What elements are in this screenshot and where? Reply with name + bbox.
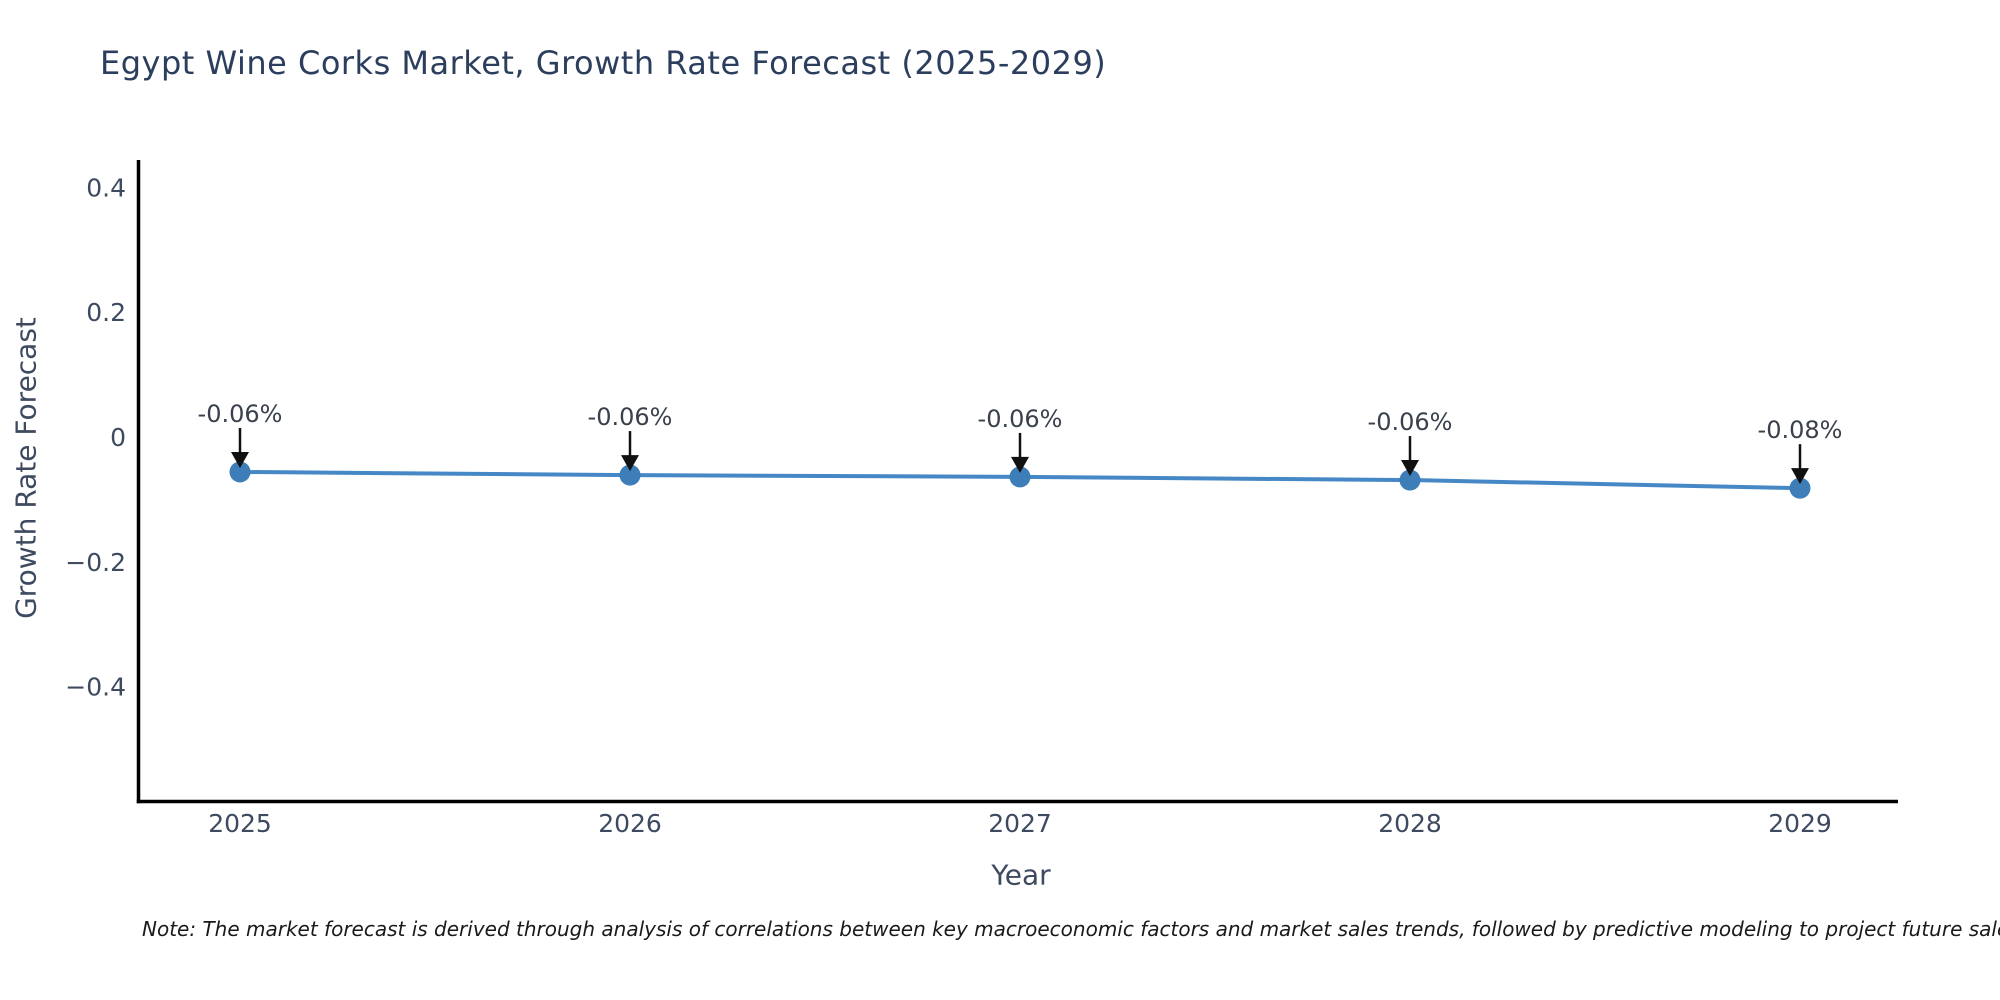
x-tick-label: 2029 (1768, 809, 1832, 838)
annotation-arrow-head (1401, 460, 1419, 477)
x-tick-label: 2027 (988, 809, 1052, 838)
data-point-marker (1789, 477, 1811, 499)
annotation-arrow-head (621, 455, 639, 472)
annotation-arrow-head (1011, 456, 1029, 473)
annotation-label: -0.06% (1368, 408, 1453, 436)
annotation-label: -0.08% (1758, 416, 1843, 444)
annotation-label: -0.06% (198, 400, 283, 428)
annotation-arrow-head (231, 451, 249, 468)
data-point-marker (229, 461, 251, 483)
annotation-arrow-head (1791, 468, 1809, 485)
x-tick-label: 2028 (1378, 809, 1442, 838)
annotation-label: -0.06% (588, 403, 673, 431)
y-tick-label: −0.4 (65, 673, 126, 702)
data-point-marker (1009, 466, 1031, 488)
annotation-label: -0.06% (978, 405, 1063, 433)
x-axis-title: Year (991, 858, 1051, 892)
data-point-marker (1399, 469, 1421, 491)
footnote: Note: The market forecast is derived thr… (142, 917, 2000, 941)
y-tick-label: 0 (110, 423, 126, 452)
y-tick-label: −0.2 (65, 548, 126, 577)
y-axis-title: Growth Rate Forecast (9, 317, 43, 619)
x-tick-label: 2025 (208, 809, 272, 838)
y-tick-label: 0.2 (86, 298, 126, 327)
data-point-marker (619, 464, 641, 486)
y-tick-label: 0.4 (86, 173, 126, 202)
chart-title: Egypt Wine Corks Market, Growth Rate For… (100, 44, 1107, 82)
x-tick-label: 2026 (598, 809, 662, 838)
